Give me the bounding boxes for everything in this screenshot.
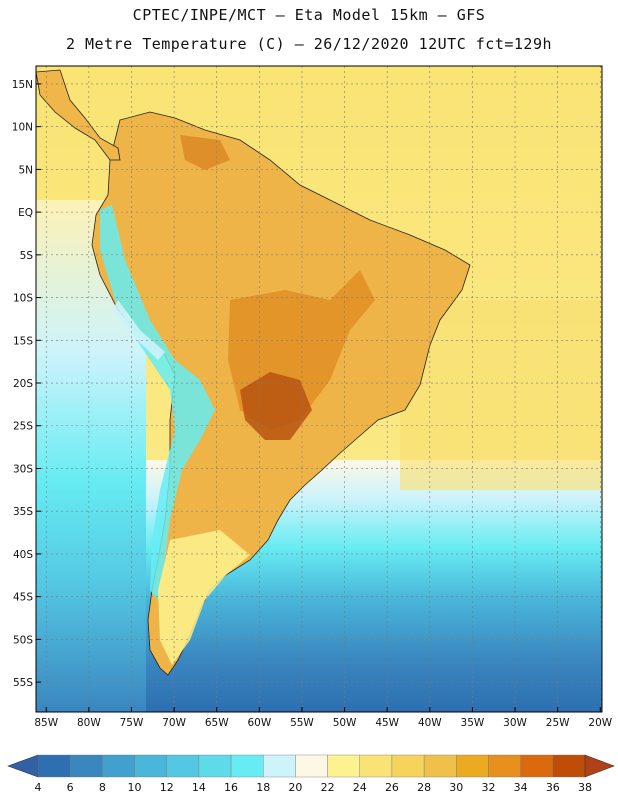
colorbar: 4 6 8 10 12 14 16 18 20 22 24 26 28 30 32 34 36 38	[7, 754, 615, 794]
lon-label-85W: 85W	[34, 717, 58, 729]
andes-cold-strip	[100, 205, 215, 600]
lat-label-5S: 5S	[20, 250, 34, 262]
colorbar-swatch-16	[552, 754, 586, 778]
colorbar-swatch-12	[423, 754, 457, 778]
colorbar-swatch-3	[134, 754, 167, 778]
colorbar-label-16: 16	[224, 781, 238, 794]
lon-label-40W: 40W	[418, 717, 442, 729]
colorbar-label-38: 38	[578, 781, 592, 794]
colorbar-label-18: 18	[256, 781, 270, 794]
colorbar-label-8: 8	[99, 781, 106, 794]
lat-label-55S: 55S	[13, 677, 33, 689]
colorbar-label-10: 10	[128, 781, 142, 794]
colorbar-below-arrow	[7, 754, 39, 778]
colorbar-label-32: 32	[481, 781, 495, 794]
lon-label-20W: 20W	[588, 717, 612, 729]
map-frame	[35, 65, 603, 713]
hottest-core	[240, 372, 312, 440]
lon-label-60W: 60W	[247, 717, 271, 729]
colorbar-label-14: 14	[192, 781, 206, 794]
colorbar-label-20: 20	[288, 781, 302, 794]
lat-label-15N: 15N	[12, 79, 33, 91]
colorbar-label-22: 22	[321, 781, 335, 794]
andes-snow	[112, 300, 165, 360]
lat-label-45S: 45S	[13, 592, 33, 604]
colorbar-label-4: 4	[35, 781, 42, 794]
colorbar-label-6: 6	[67, 781, 74, 794]
colorbar-label-34: 34	[514, 781, 528, 794]
lon-label-55W: 55W	[290, 717, 314, 729]
colorbar-swatch-0	[37, 754, 71, 778]
colorbar-swatch-15	[520, 754, 554, 778]
colorbar-swatch-1	[69, 754, 103, 778]
lat-label-20S: 20S	[13, 378, 33, 390]
lat-label-5N: 5N	[18, 164, 33, 176]
lon-label-65W: 65W	[205, 717, 229, 729]
colorbar-label-28: 28	[417, 781, 431, 794]
latitude-labels: 15N 10N 5N EQ 5S 10S 15S 20S 25S 30S 35S 40S 45S 50S 5…	[12, 79, 41, 689]
map-plot-area	[36, 66, 602, 712]
lat-label-EQ: EQ	[18, 207, 33, 219]
lat-label-10N: 10N	[12, 122, 33, 134]
chart-title-line2: 2 Metre Temperature (C) – 26/12/2020 12U…	[65, 35, 553, 53]
colorbar-label-12: 12	[160, 781, 174, 794]
lon-label-75W: 75W	[120, 717, 144, 729]
central-america-land	[36, 69, 121, 161]
lon-label-50W: 50W	[333, 717, 357, 729]
colorbar-label-24: 24	[353, 781, 367, 794]
colorbar-swatch-13	[456, 754, 489, 778]
lat-label-30S: 30S	[13, 463, 33, 475]
lat-label-25S: 25S	[13, 421, 33, 433]
patagonia-cool	[158, 530, 250, 665]
colorbar-swatch-14	[488, 754, 521, 778]
colorbar-swatch-2	[102, 754, 135, 778]
lat-label-40S: 40S	[13, 549, 33, 561]
colorbar-label-36: 36	[546, 781, 560, 794]
colorbar-swatch-8	[295, 754, 328, 778]
graticule	[36, 66, 602, 712]
lat-label-35S: 35S	[13, 506, 33, 518]
lon-label-30W: 30W	[503, 717, 527, 729]
colorbar-label-30: 30	[449, 781, 463, 794]
lat-label-15S: 15S	[13, 335, 33, 347]
colorbar-swatch-5	[198, 754, 232, 778]
lon-label-35W: 35W	[461, 717, 485, 729]
colorbar-swatch-9	[327, 754, 360, 778]
colorbar-swatch-6	[230, 754, 264, 778]
longitude-labels: 85W 80W 75W 70W 65W 60W 55W 50W 45W 40W 35W 30W 25W 2…	[34, 707, 613, 729]
hot-north	[180, 135, 230, 170]
lon-label-25W: 25W	[546, 717, 570, 729]
colorbar-swatch-10	[359, 754, 393, 778]
colorbar-label-26: 26	[385, 781, 399, 794]
lon-label-70W: 70W	[162, 717, 186, 729]
colorbar-swatch-7	[263, 754, 296, 778]
colorbar-swatch-11	[391, 754, 425, 778]
chart-title-line1: CPTEC/INPE/MCT – Eta Model 15km – GFS	[132, 6, 486, 24]
lat-label-50S: 50S	[13, 634, 33, 646]
lon-label-45W: 45W	[375, 717, 399, 729]
lat-label-10S: 10S	[13, 293, 33, 305]
lon-label-80W: 80W	[77, 717, 101, 729]
colorbar-swatch-4	[166, 754, 200, 778]
colorbar-above-arrow	[584, 754, 615, 778]
